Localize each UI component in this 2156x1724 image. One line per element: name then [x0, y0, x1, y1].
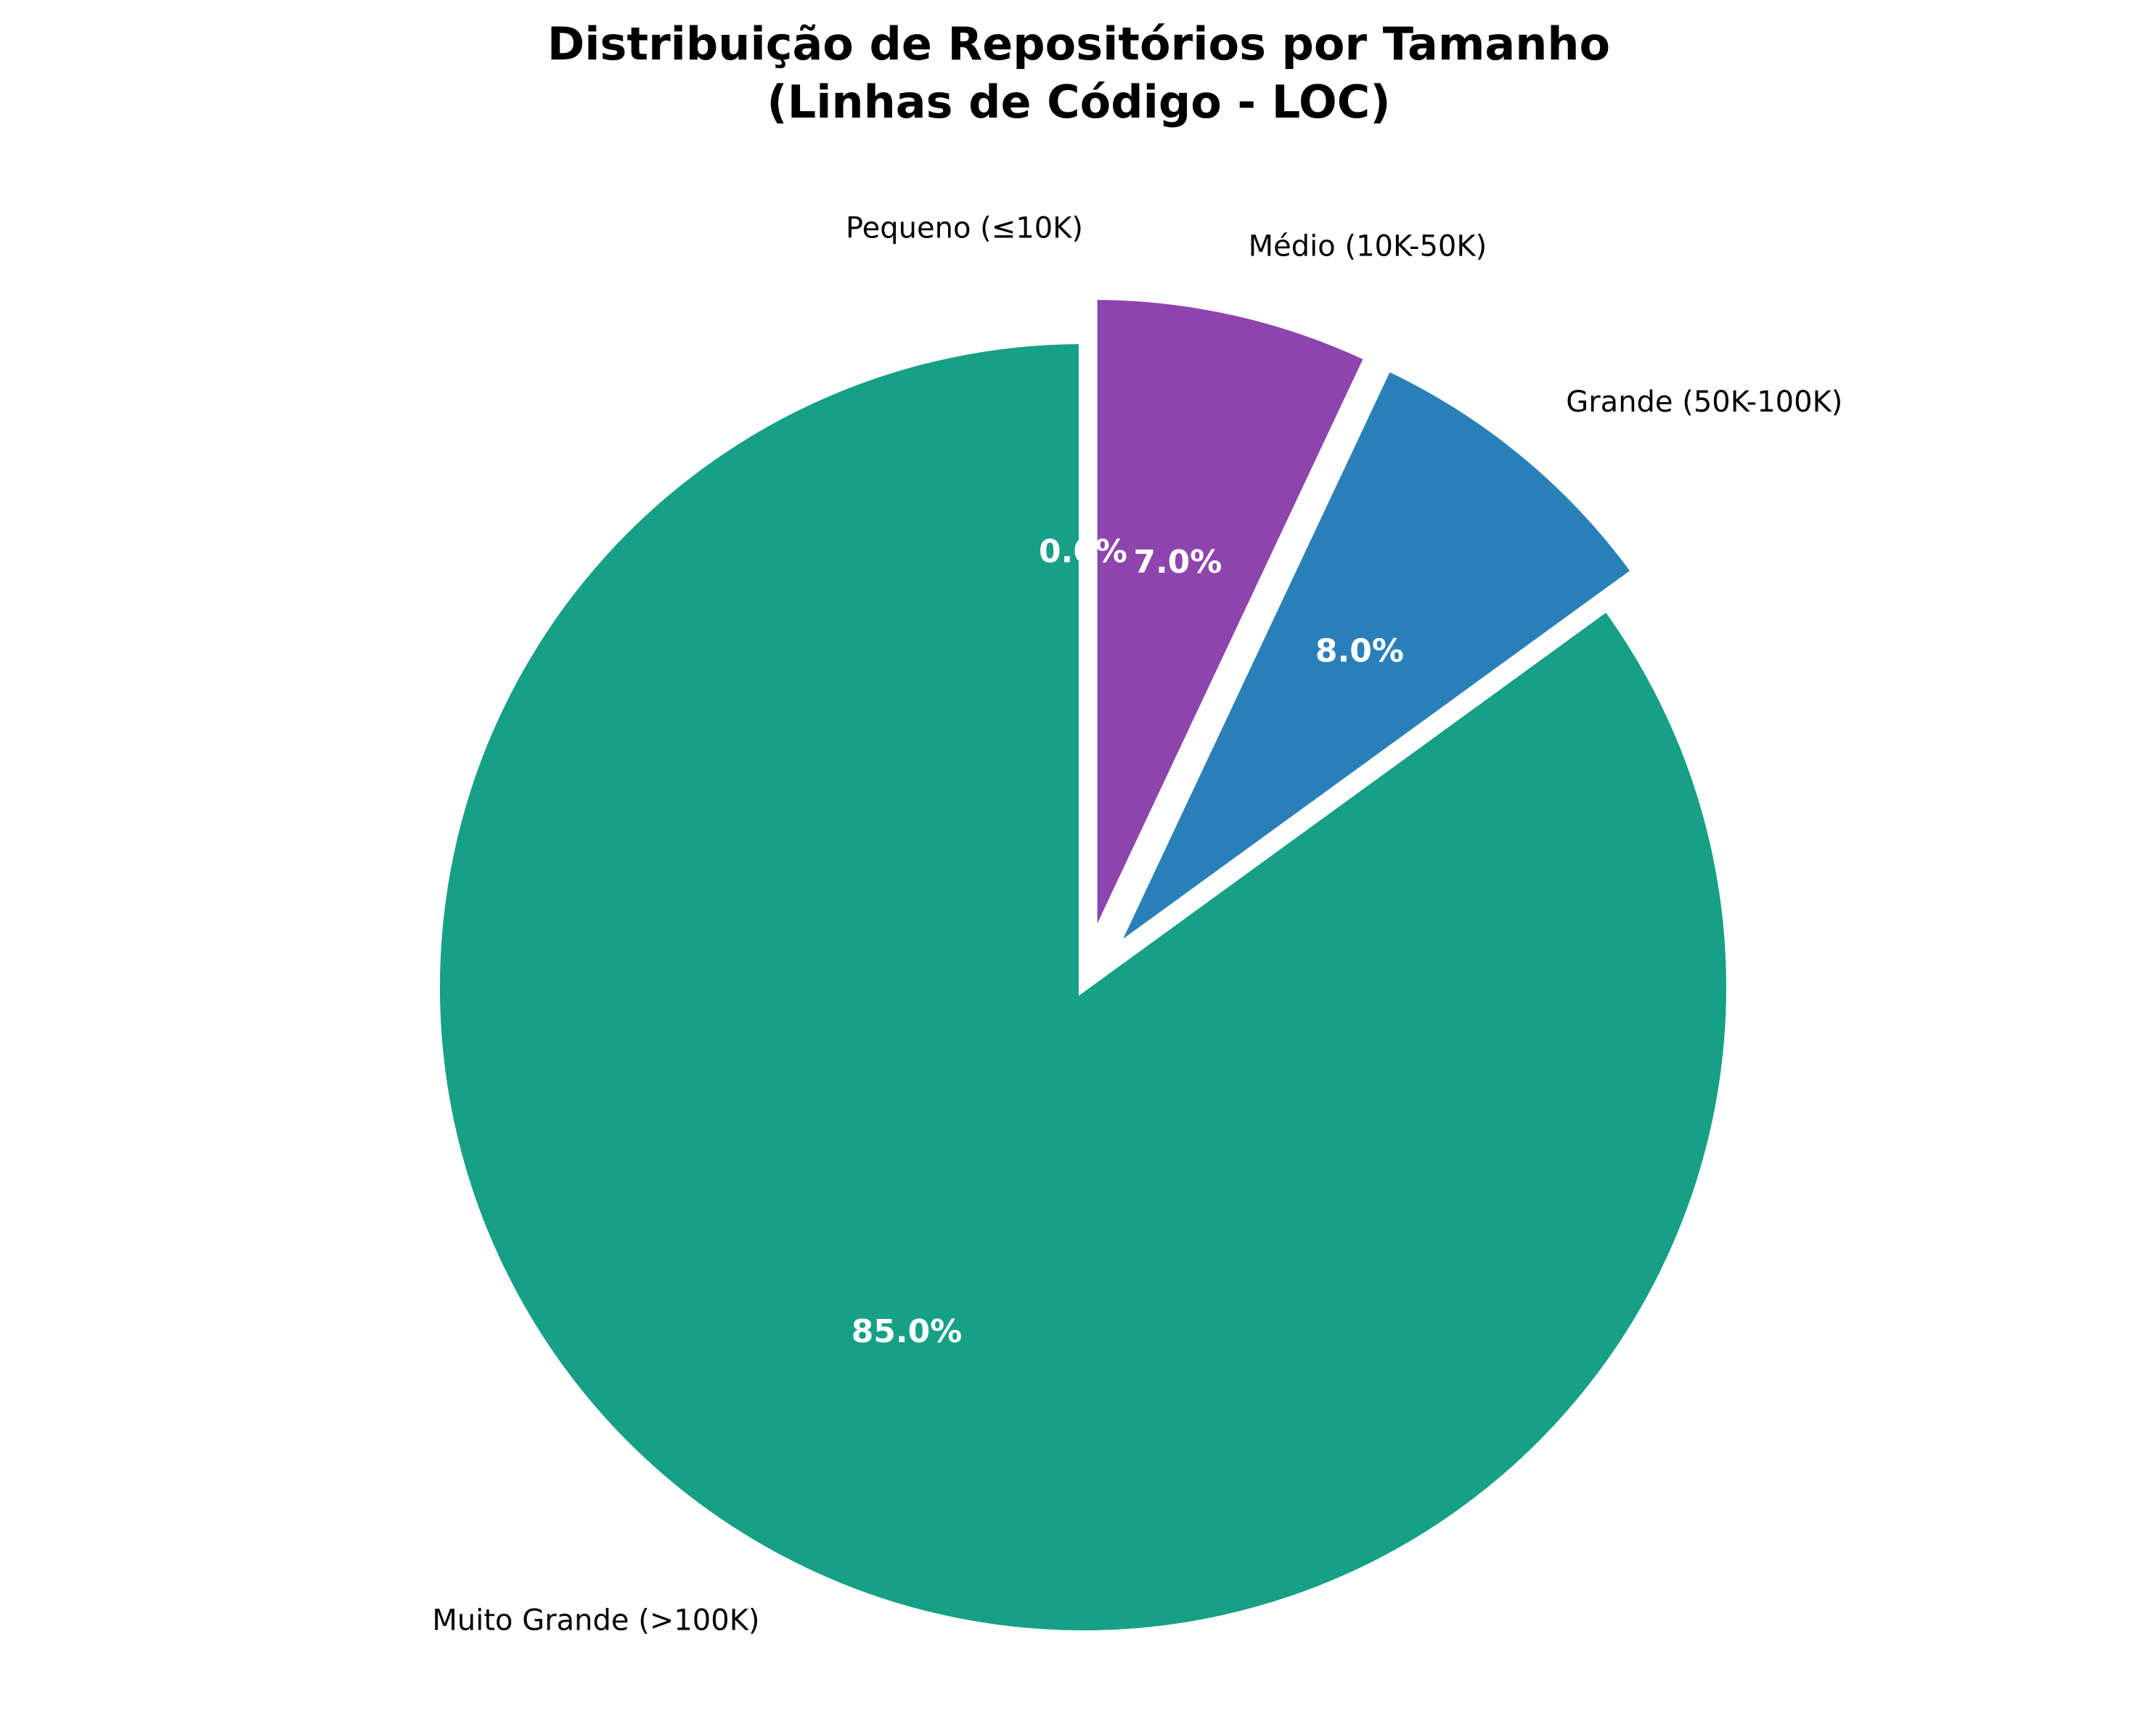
chart-title-line-2: (Linhas de Código - LOC): [767, 75, 1390, 128]
slice-label-m-dio-10k-50k: Médio (10K-50K): [1249, 229, 1487, 263]
chart-title: Distribuição de Repositórios por Tamanho…: [547, 17, 1610, 128]
pie-slice-grande-50k-100k: [1108, 360, 1642, 956]
slice-label-grande-50k-100k: Grande (50K-100K): [1566, 385, 1842, 419]
slice-labels: Pequeno (≤10K) Médio (10K-50K) Grande (50K…: [432, 211, 1842, 1637]
chart-title-line-1: Distribuição de Repositórios por Tamanho: [547, 17, 1610, 70]
slice-label-muito-grande-100k: Muito Grande (>100K): [432, 1604, 759, 1637]
slice-label-pequeno-10k: Pequeno (≤10K): [846, 211, 1083, 245]
pct-label-grande-50k-100k: 8.0%: [1315, 633, 1404, 670]
pct-label-m-dio-10k-50k: 7.0%: [1133, 544, 1222, 581]
pie-slice-m-dio-10k-50k: [1088, 291, 1375, 945]
pct-label-muito-grande-100k: 85.0%: [852, 1313, 963, 1350]
pct-label-pequeno-10k: 0.0%: [1039, 533, 1127, 570]
pie-slice-muito-grande-100k: [431, 335, 1735, 1639]
pie-slices: [431, 291, 1735, 1639]
percentage-labels: 0.0% 7.0% 8.0% 85.0%: [852, 533, 1404, 1350]
